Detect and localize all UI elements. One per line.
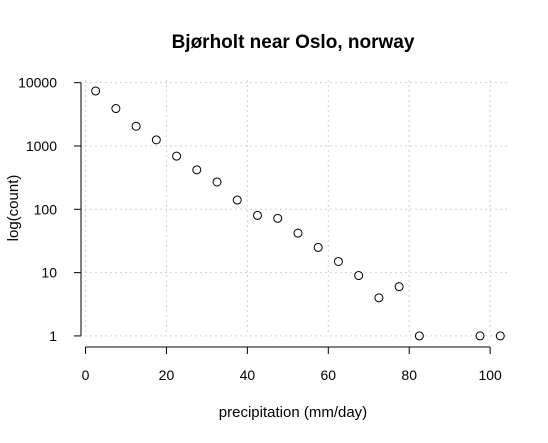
data-points [91, 86, 505, 341]
data-point [293, 228, 303, 238]
data-point [273, 213, 283, 223]
y-tick-label: 10000 [18, 75, 57, 91]
data-point [475, 331, 485, 341]
x-axis-label: precipitation (mm/day) [219, 404, 367, 421]
y-axis-label: log(count) [5, 175, 22, 242]
y-tick-label: 1 [49, 328, 57, 344]
data-point [232, 195, 242, 205]
data-point [333, 256, 343, 266]
data-point [212, 177, 222, 187]
x-tick-label: 40 [240, 367, 256, 383]
data-point [374, 293, 384, 303]
x-tick-label: 100 [478, 367, 502, 383]
data-point [192, 165, 202, 175]
data-point [172, 151, 182, 161]
data-point [151, 135, 161, 145]
chart-title: Bjørholt near Oslo, norway [172, 32, 415, 53]
data-point [91, 86, 101, 96]
y-tick-label: 1000 [26, 138, 57, 154]
x-tick-label: 0 [82, 367, 90, 383]
data-point [394, 282, 404, 292]
grid-lines [85, 80, 508, 337]
data-point [414, 331, 424, 341]
data-point [313, 242, 323, 252]
axes: 0 20 40 60 80 100 1 10 100 1000 10000 [18, 75, 502, 383]
x-tick-label: 80 [401, 367, 417, 383]
data-point [354, 271, 364, 281]
y-tick-label: 100 [34, 201, 58, 217]
y-tick-label: 10 [41, 265, 57, 281]
data-point [252, 210, 262, 220]
data-point [131, 121, 141, 131]
data-point [495, 331, 505, 341]
x-tick-label: 20 [159, 367, 175, 383]
data-point [111, 104, 121, 114]
x-tick-label: 60 [321, 367, 337, 383]
